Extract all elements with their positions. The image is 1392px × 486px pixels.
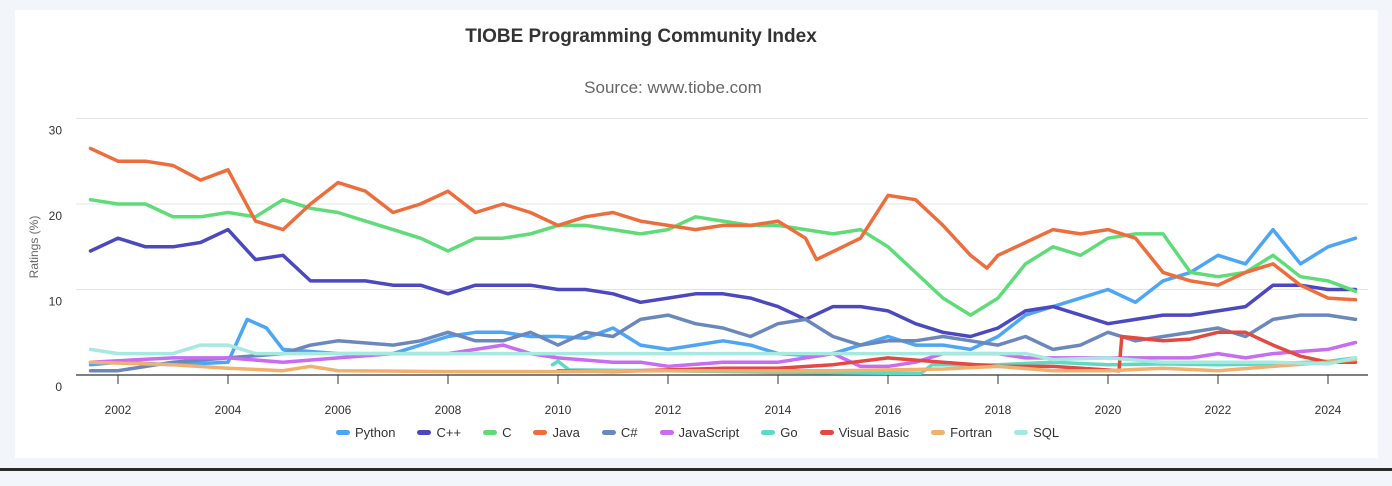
legend-item-c[interactable]: C [483,425,511,440]
series-line-python[interactable] [88,227,1358,367]
legend-item-python[interactable]: Python [336,425,395,440]
x-tick-label: 2020 [1095,403,1122,417]
legend-item-csharp[interactable]: C# [601,425,638,440]
legend-swatch-icon [533,430,548,435]
y-tick-label: 0 [55,380,62,394]
x-tick-label: 2016 [875,403,902,417]
legend-item-visual-basic[interactable]: Visual Basic [819,425,910,440]
x-tick-label: 2018 [985,403,1012,417]
x-tick-label: 2022 [1205,403,1232,417]
legend-label: C++ [436,425,462,440]
legend-swatch-icon [659,430,674,435]
legend-swatch-icon [483,430,498,435]
x-tick-label: 2004 [215,403,242,417]
series-line-c[interactable] [88,197,1358,317]
y-tick-label: 30 [49,124,63,138]
x-tick-label: 2024 [1315,403,1342,417]
series-line-java[interactable] [88,146,1358,302]
chart-subtitle: Source: www.tiobe.com [584,78,762,97]
legend-item-fortran[interactable]: Fortran [931,425,992,440]
series-line-sql[interactable] [88,343,1358,366]
legend-label: Go [780,425,798,440]
x-tick-label: 2008 [435,403,462,417]
legend-swatch-icon [931,430,946,435]
legend-label: C [502,425,512,440]
legend-label: C# [620,425,638,440]
series-line-csharp[interactable] [88,313,1358,373]
x-tick-label: 2012 [655,403,682,417]
x-tick-label: 2010 [545,403,572,417]
x-tick-label: 2002 [105,403,132,417]
series-line-cpp[interactable] [88,227,1358,339]
legend-label: Java [552,425,580,440]
x-tick-label: 2006 [325,403,352,417]
legend-swatch-icon [819,430,834,435]
y-axis-label: Ratings (%) [27,216,41,279]
legend-item-cpp[interactable]: C++ [417,425,461,440]
legend-label: JavaScript [678,425,740,440]
legend-label: Fortran [950,425,993,440]
legend-item-java[interactable]: Java [533,425,580,440]
x-tick-label: 2014 [765,403,792,417]
legend-item-javascript[interactable]: JavaScript [659,425,740,440]
legend-swatch-icon [417,430,432,435]
legend-item-sql[interactable]: SQL [1014,425,1059,440]
legend-item-go[interactable]: Go [761,425,798,440]
legend-label: Python [355,425,396,440]
y-tick-label: 20 [49,209,63,223]
legend-label: Visual Basic [838,425,910,440]
y-tick-label: 10 [49,295,63,309]
legend-label: SQL [1033,425,1060,440]
divider [0,468,1392,471]
legend: Python C++ C Java C# JavaScript Go Visual Basic… [336,425,1059,440]
series-line-visual-basic[interactable] [556,330,1358,374]
legend-swatch-icon [336,430,350,435]
legend-swatch-icon [761,430,776,435]
series-line-fortran[interactable] [88,357,1358,374]
legend-swatch-icon [1014,430,1029,435]
legend-swatch-icon [601,430,616,435]
chart-title: TIOBE Programming Community Index [465,26,817,47]
